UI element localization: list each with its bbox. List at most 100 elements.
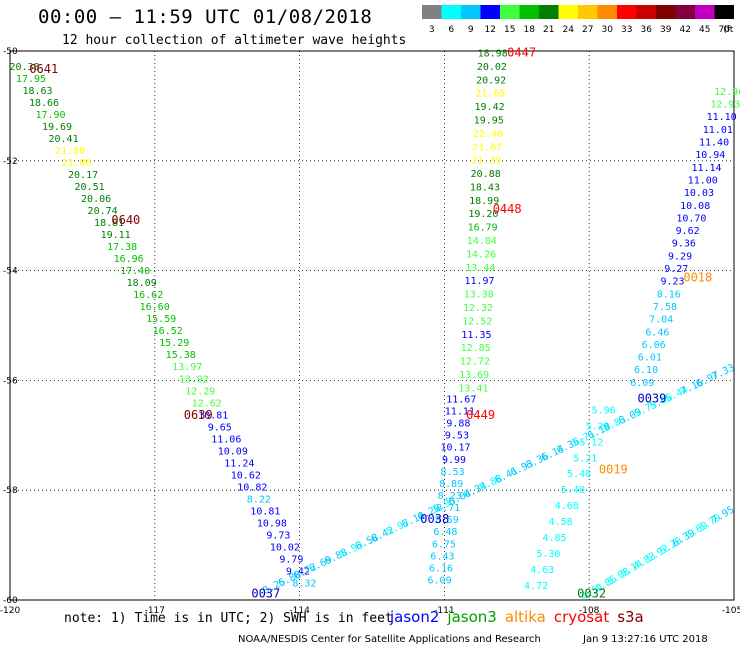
color-scale-tick: 36 (641, 25, 653, 35)
wave-height-value: 18.99 (469, 196, 499, 207)
lat-tick-label: -60 (3, 596, 18, 606)
wave-height-value: 10.02 (270, 542, 300, 553)
wave-height-value: 20.17 (68, 170, 98, 181)
pass-label-0640: 0640 (111, 213, 140, 227)
wave-height-value: 11.06 (211, 434, 241, 445)
wave-height-value: 9.99 (442, 455, 466, 466)
wave-height-value: 12.52 (462, 316, 492, 327)
wave-height-value: 10.81 (198, 410, 228, 421)
wave-height-value: 18.63 (22, 86, 52, 97)
wave-height-value: 18.09 (127, 278, 157, 289)
color-swatch-27 (578, 5, 598, 19)
wave-height-value: 10.81 (250, 506, 280, 517)
page-subtitle: 12 hour collection of altimeter wave hei… (62, 33, 407, 48)
wave-height-value: 7.95 (710, 505, 736, 527)
wave-height-value: 15.38 (166, 350, 196, 361)
color-scale-tick: 42 (680, 25, 691, 35)
wave-height-value: 19.42 (475, 102, 505, 113)
wave-height-value: 11.35 (461, 330, 491, 341)
wave-height-value: 5.12 (579, 437, 603, 448)
color-scale-tick: 45 (699, 25, 710, 35)
wave-height-value: 9.42 (286, 566, 310, 577)
wave-height-value: 5.48 (561, 485, 585, 496)
color-swatch-30 (597, 5, 617, 19)
pass-label-0641: 0641 (29, 62, 58, 76)
wave-height-value: 8.71 (436, 503, 460, 514)
color-scale-tick: 27 (582, 25, 593, 35)
wave-height-value: 17.40 (120, 266, 150, 277)
wave-height-value: 10.08 (680, 201, 710, 212)
color-scale-tick: 39 (660, 25, 672, 35)
color-swatch-33 (617, 5, 637, 19)
wave-height-value: 16.52 (153, 326, 183, 337)
wave-height-value: 6.10 (634, 365, 658, 376)
color-scale-tick: 12 (485, 25, 496, 35)
wave-height-value: 5.48 (567, 469, 591, 480)
color-swatch-12 (480, 5, 500, 19)
wave-height-value: 12.93 (710, 100, 740, 111)
pass-label-0447: 0447 (507, 45, 536, 59)
wave-height-value: 10.82 (237, 482, 267, 493)
satellite-legend-cryosat: cryosat (553, 608, 610, 626)
wave-height-value: 8.16 (657, 289, 681, 300)
color-swatch-39 (656, 5, 676, 19)
wave-height-value: 8.23 (438, 491, 462, 502)
wave-height-value: 8.32 (292, 578, 316, 589)
wave-height-value: 8.22 (247, 494, 271, 505)
wave-height-value: 20.02 (477, 62, 507, 73)
pass-label-0449: 0449 (466, 408, 495, 422)
wave-height-value: 16.79 (468, 223, 498, 234)
wave-height-value: 18.98 (478, 48, 508, 59)
color-scale-tick: 9 (468, 25, 474, 35)
wave-height-value: 6.16 (429, 563, 453, 574)
wave-height-value: 7.33 (710, 362, 736, 382)
wave-height-value: 15.59 (146, 314, 176, 325)
wave-height-value: 5.28 (585, 421, 609, 432)
wave-height-value: 9.62 (676, 226, 700, 237)
pass-label-0448: 0448 (493, 202, 522, 216)
footer-credit: NOAA/NESDIS Center for Satellite Applica… (238, 634, 541, 645)
altimeter-tracks: 20.3817.9518.6318.6617.9019.6920.4121.80… (9, 48, 740, 603)
color-scale-tick: 30 (602, 25, 614, 35)
wave-height-value: 10.98 (257, 518, 287, 529)
wave-height-value: 21.65 (475, 89, 505, 100)
wave-height-value: 11.11 (445, 406, 475, 417)
track-a: 20.3817.9518.6318.6617.9019.6920.4121.80… (9, 62, 316, 589)
wave-height-value: 8.89 (439, 479, 463, 490)
wave-height-value: 8.59 (435, 515, 459, 526)
wave-height-value: 13.92 (179, 374, 209, 385)
wave-height-value: 11.67 (446, 394, 476, 405)
wave-height-value: 20.74 (88, 206, 118, 217)
wave-height-value: 12.72 (460, 357, 490, 368)
wave-height-value: 19.95 (474, 115, 504, 126)
satellite-legend: jason2 jason3 altika cryosat s3a (390, 608, 652, 626)
wave-height-value: 21.67 (472, 142, 502, 153)
wave-height-value: 19.11 (101, 230, 131, 241)
wave-height-value: 6.48 (433, 527, 457, 538)
wave-height-value: 19.69 (42, 122, 72, 133)
wave-height-value: 13.97 (172, 362, 202, 373)
wave-height-value: 11.01 (703, 125, 733, 136)
map-frame (9, 50, 735, 601)
pass-label-0019: 0019 (599, 463, 628, 477)
wave-height-value: 11.24 (224, 458, 254, 469)
lat-tick-label: -58 (3, 486, 18, 496)
wave-height-value: 7.04 (649, 315, 673, 326)
color-swatch-9 (461, 5, 481, 19)
lon-tick-label: -114 (289, 606, 310, 616)
color-scale-tick: 33 (621, 25, 632, 35)
color-scale-tick: 15 (504, 25, 515, 35)
pass-label-0037: 0037 (251, 586, 280, 600)
track-b: 18.98 20.02 20.92 21.65 19.42 19.95 22.40 21.67… (458, 48, 507, 394)
satellite-legend-altika: altika (504, 608, 546, 626)
wave-height-value: 13.44 (465, 263, 495, 274)
wave-height-value: 18.66 (29, 98, 59, 109)
wave-height-value: 12.29 (185, 386, 215, 397)
color-scale-tick: 18 (524, 25, 536, 35)
wave-height-value: 16.62 (133, 290, 163, 301)
satellite-legend-jason3: jason3 (447, 608, 497, 626)
wave-height-value: 21.80 (55, 146, 85, 157)
